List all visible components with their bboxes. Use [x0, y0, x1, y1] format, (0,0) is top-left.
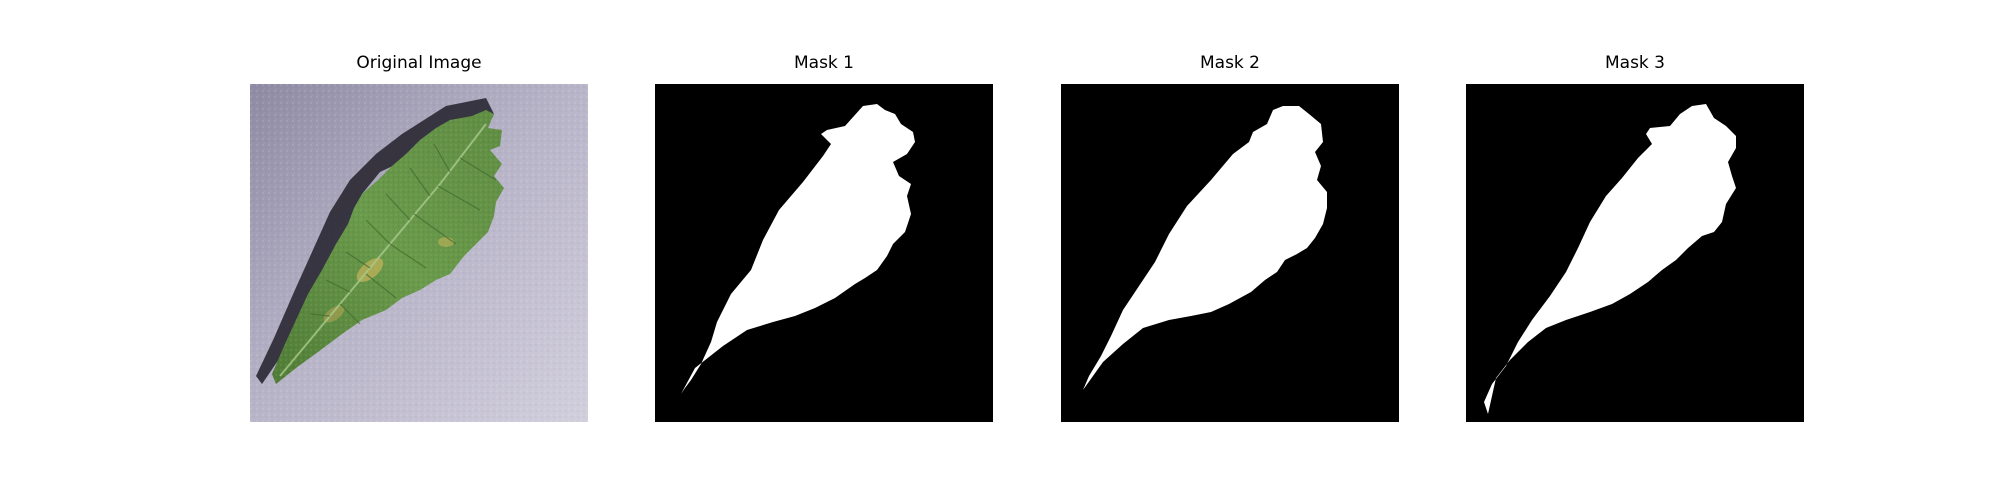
- original-leaf-photo: [250, 84, 588, 422]
- mask-3-leaf-region: [1484, 104, 1736, 414]
- panel-title: Original Image: [356, 53, 482, 73]
- panel-title: Mask 1: [793, 53, 854, 73]
- mask-3-image: [1466, 84, 1804, 422]
- mask-2-image: [1061, 84, 1399, 422]
- panel-title: Mask 2: [1199, 53, 1260, 73]
- mask-2-leaf-region: [1083, 106, 1327, 390]
- mask-1-leaf-region: [681, 104, 915, 394]
- panel-title: Mask 3: [1604, 53, 1665, 73]
- mask-1-image: [655, 84, 993, 422]
